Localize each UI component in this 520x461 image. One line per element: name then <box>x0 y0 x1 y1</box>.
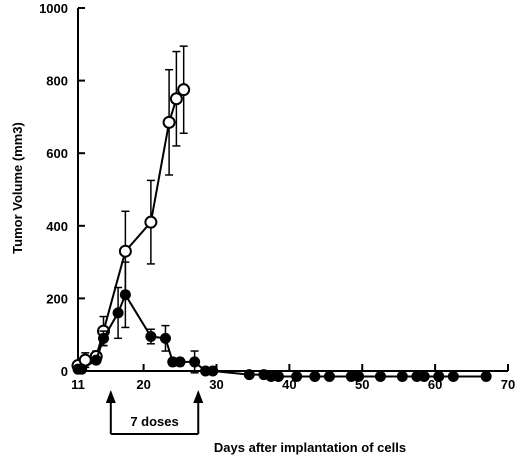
data-point <box>323 370 335 382</box>
annotation-layer: 7 doses <box>105 390 204 435</box>
y-tick-label: 1000 <box>39 1 68 16</box>
data-point <box>119 289 131 301</box>
data-point <box>90 354 102 366</box>
data-point <box>98 332 110 344</box>
data-point <box>159 332 171 344</box>
dose-arrow-head <box>105 390 116 403</box>
y-tick-label: 0 <box>61 364 68 379</box>
data-point <box>76 363 88 375</box>
data-point <box>207 365 219 377</box>
data-point <box>112 307 124 319</box>
data-point <box>433 370 445 382</box>
data-point <box>396 370 408 382</box>
data-point <box>118 244 132 258</box>
dose-arrow-head <box>193 390 204 403</box>
series-line <box>77 89 185 367</box>
data-point <box>174 356 186 368</box>
data-point <box>447 370 459 382</box>
y-tick-label: 400 <box>46 219 68 234</box>
series-line <box>78 292 487 378</box>
data-point <box>272 370 284 382</box>
y-tick-label: 600 <box>46 146 68 161</box>
data-point <box>162 115 176 129</box>
data-point <box>169 92 183 106</box>
x-tick-label: 20 <box>136 377 150 392</box>
data-point <box>243 369 255 381</box>
x-axis-title: Days after implantation of cells <box>214 440 406 455</box>
dose-label: 7 doses <box>130 414 178 429</box>
dose-annotation: 7 doses <box>105 390 204 435</box>
y-axis-title: Tumor Volume (mm3) <box>10 122 25 254</box>
series-1 <box>71 45 191 373</box>
data-point <box>418 370 430 382</box>
y-tick-label: 200 <box>46 291 68 306</box>
x-tick-label: 11 <box>71 377 85 392</box>
data-point <box>145 331 157 343</box>
x-tick-label: 30 <box>209 377 223 392</box>
series-layer <box>71 45 492 382</box>
series-2 <box>72 261 492 382</box>
data-point <box>480 370 492 382</box>
data-point <box>353 370 365 382</box>
y-tick-label: 800 <box>46 74 68 89</box>
data-point <box>189 356 201 368</box>
data-point <box>291 370 303 382</box>
data-point <box>374 370 386 382</box>
x-tick-label: 40 <box>282 377 296 392</box>
x-tick-label: 70 <box>501 377 515 392</box>
data-point <box>309 370 321 382</box>
data-point <box>144 215 158 229</box>
data-point <box>177 83 191 97</box>
